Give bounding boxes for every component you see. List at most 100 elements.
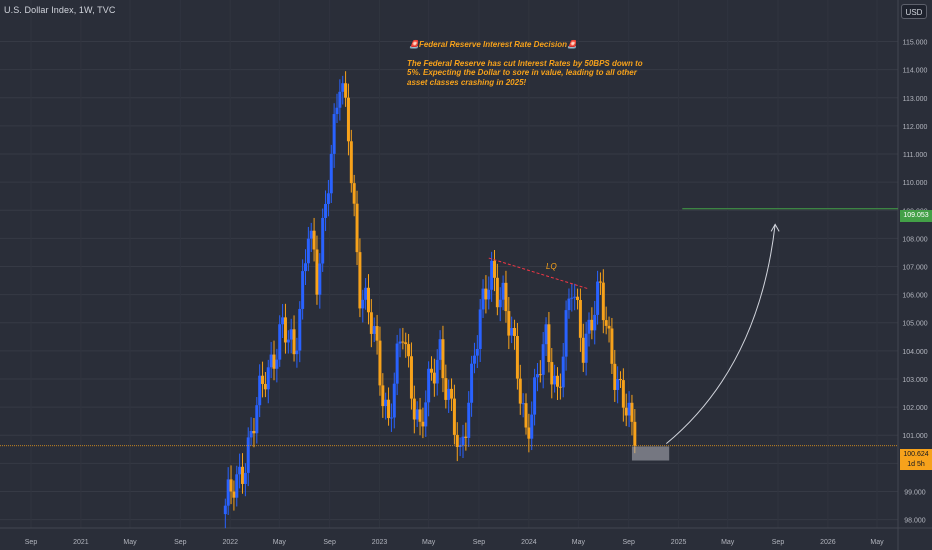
candle-body [435, 359, 439, 384]
target-price-badge: 109.053 [900, 210, 932, 222]
candle-body [470, 363, 474, 403]
candle-body [272, 354, 276, 369]
x-tick-label: Sep [473, 539, 486, 546]
x-tick-label: May [572, 539, 586, 546]
candle-body [541, 344, 545, 375]
last-price-badge: 100.624 [900, 449, 932, 460]
candle-body [607, 325, 611, 329]
candle-body [501, 282, 505, 300]
candle-body [255, 405, 259, 434]
candle-body [344, 83, 348, 98]
candle-body [235, 474, 239, 498]
candle-body [346, 97, 350, 142]
candle-body [590, 319, 594, 331]
x-tick-label: May [870, 539, 884, 546]
candle-body [455, 434, 459, 448]
candle-body [367, 287, 370, 313]
candle-body [389, 417, 393, 419]
candle-body [326, 193, 330, 204]
y-tick-label: 111.000 [903, 152, 927, 159]
candle-body [447, 388, 451, 400]
candle-body [424, 402, 428, 427]
candle-body [627, 402, 631, 416]
annotation-title: 🚨Federal Reserve Interest Rate Decision🚨 [409, 40, 577, 49]
candle-body [329, 153, 333, 194]
candle-body [587, 319, 591, 334]
annotation-note[interactable]: 🚨Federal Reserve Interest Rate Decision🚨… [407, 40, 652, 87]
candle-body [510, 328, 514, 336]
candle-body [292, 329, 296, 355]
y-tick-label: 99.000 [904, 489, 926, 496]
x-tick-label: 2024 [521, 539, 537, 546]
candle-body [507, 311, 511, 336]
candle-body [378, 340, 382, 386]
candle-body [521, 403, 525, 405]
candle-body [616, 379, 620, 390]
candle-body [263, 383, 267, 390]
x-tick-label: 2025 [671, 539, 687, 546]
candle-body [547, 324, 551, 363]
candle-body [369, 312, 373, 334]
candles-group [223, 71, 637, 529]
candle-body [372, 326, 376, 334]
candle-body [481, 288, 485, 310]
candle-body [498, 299, 502, 308]
x-tick-label: Sep [25, 539, 38, 546]
candle-body [301, 271, 305, 309]
candle-body [464, 436, 468, 438]
y-tick-label: 113.000 [903, 96, 928, 103]
candle-body [601, 282, 605, 321]
candle-body [475, 348, 479, 356]
candle-body [533, 377, 537, 415]
candle-body [538, 374, 542, 376]
candle-body [584, 333, 588, 363]
projection-arrow[interactable] [665, 224, 776, 445]
candle-body [421, 421, 425, 427]
candle-body [281, 317, 285, 325]
candle-body [576, 296, 580, 301]
y-tick-label: 110.000 [903, 180, 928, 187]
candle-body [412, 398, 416, 420]
candle-body [304, 263, 307, 272]
candle-body [487, 289, 491, 300]
candle-body [335, 107, 339, 115]
candle-body [318, 263, 322, 295]
candle-body [561, 356, 565, 388]
lq-trendline[interactable] [488, 257, 590, 290]
candle-body [518, 378, 522, 404]
x-tick-label: Sep [174, 539, 187, 546]
candle-body [355, 203, 359, 253]
y-tick-label: 112.000 [903, 124, 928, 131]
candle-body [490, 260, 494, 290]
candle-body [392, 383, 396, 418]
symbol-title[interactable]: U.S. Dollar Index, 1W, TVC [4, 5, 116, 15]
candle-body [401, 341, 405, 343]
y-tick-label: 105.000 [902, 321, 927, 328]
lq-label: LQ [546, 262, 557, 271]
candle-body [472, 355, 476, 364]
candle-body [226, 479, 230, 506]
candle-body [441, 339, 445, 379]
candle-body [578, 300, 582, 338]
projection-zone[interactable] [631, 446, 670, 461]
candle-body [361, 299, 365, 309]
candle-body [444, 378, 448, 400]
candle-body [407, 344, 411, 357]
candle-body [619, 379, 622, 381]
x-tick-label: 2026 [820, 539, 836, 546]
candle-body [375, 326, 379, 341]
candle-body [358, 252, 362, 309]
currency-button[interactable]: USD [901, 4, 927, 19]
x-tick-label: May [721, 539, 735, 546]
annotation-body: The Federal Reserve has cut Interest Rat… [407, 58, 643, 87]
candle-body [252, 430, 256, 434]
candle-body [278, 324, 282, 360]
x-tick-label: 2023 [372, 539, 388, 546]
candle-body [238, 466, 242, 475]
candle-body [418, 409, 422, 422]
candle-body [430, 368, 433, 373]
candle-body [298, 308, 302, 351]
candle-body [610, 328, 614, 364]
